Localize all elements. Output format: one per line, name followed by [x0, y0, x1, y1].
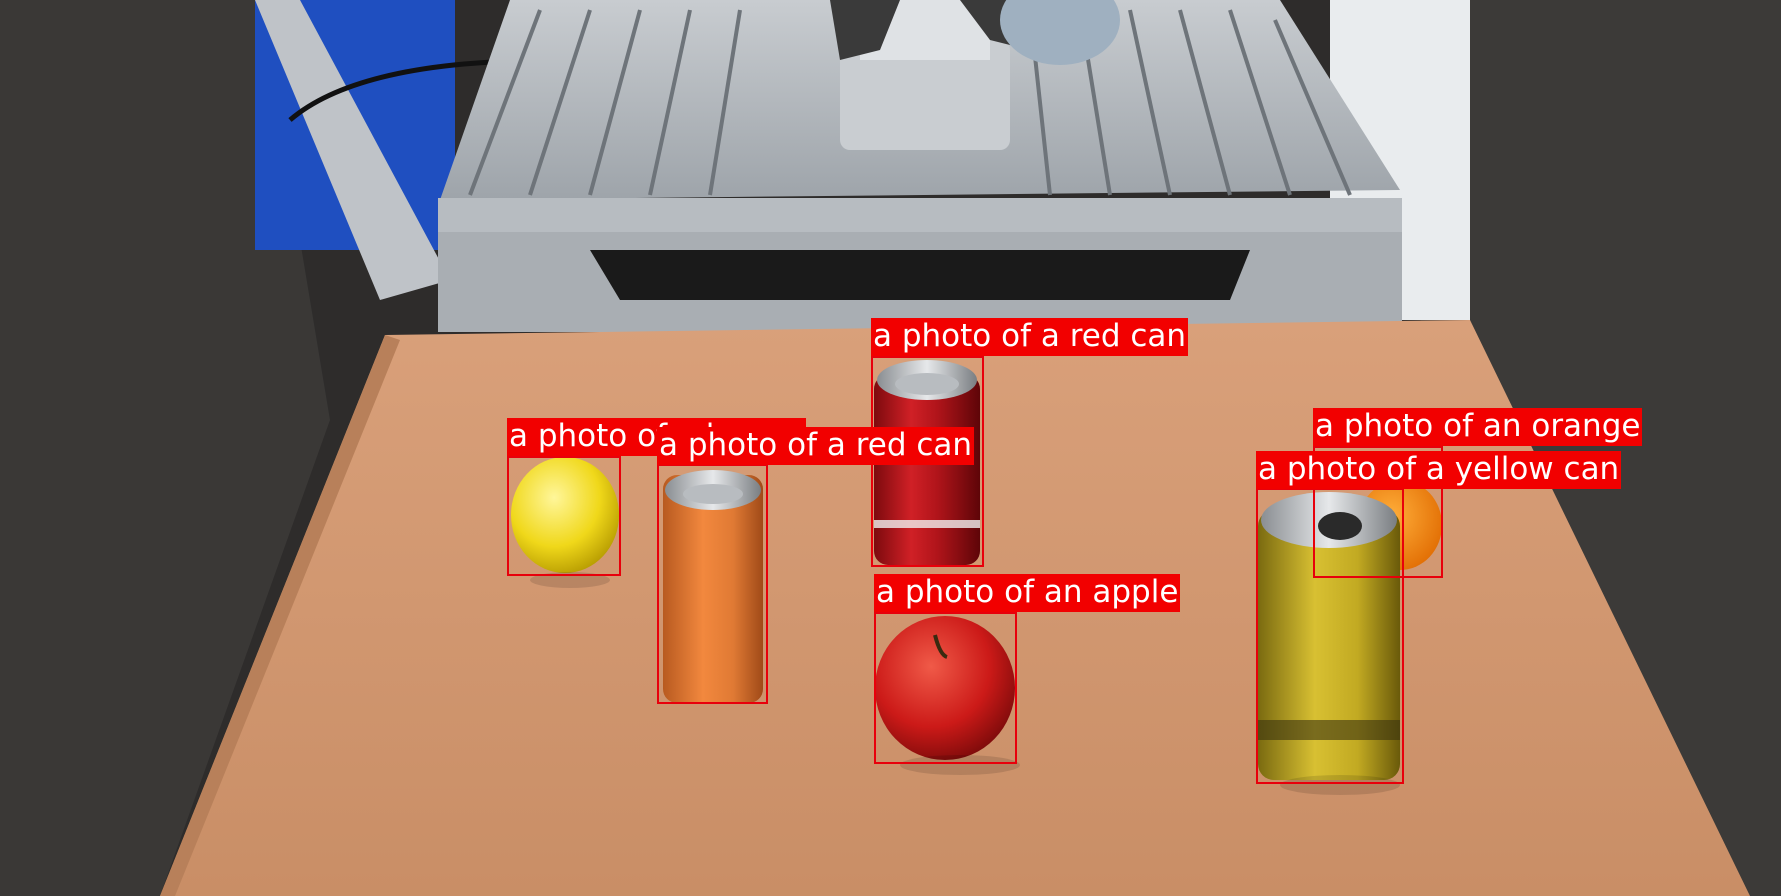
bbox-yellow-can	[1256, 488, 1404, 784]
bbox-red-can-front	[657, 464, 768, 704]
label-yellow-can: a photo of a yellow can	[1256, 451, 1622, 489]
label-orange: a photo of an orange	[1313, 408, 1643, 446]
label-red-can-front: a photo of a red can	[657, 427, 975, 465]
label-apple: a photo of an apple	[874, 574, 1181, 612]
label-red-can-back: a photo of a red can	[871, 318, 1189, 356]
bbox-lemon	[507, 456, 621, 576]
bbox-orange	[1313, 446, 1443, 578]
bbox-apple	[874, 612, 1017, 764]
